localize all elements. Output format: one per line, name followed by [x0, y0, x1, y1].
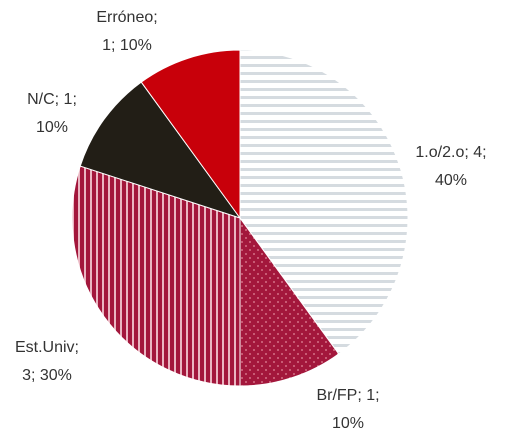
data-label: 1; 10%	[102, 37, 152, 54]
data-label: N/C; 1;	[27, 91, 77, 108]
data-label: Br/FP; 1;	[316, 387, 379, 404]
data-label: 10%	[36, 119, 68, 136]
pie-slice	[239, 216, 340, 387]
pie-slice	[239, 49, 409, 355]
data-label: Erróneo;	[96, 9, 157, 26]
pie-slice	[140, 49, 241, 220]
pie-slice	[79, 81, 242, 219]
data-label: Est.Univ;	[15, 339, 79, 356]
data-label: 3; 30%	[22, 367, 72, 384]
data-label: 10%	[332, 415, 364, 432]
data-label: 40%	[435, 172, 467, 189]
data-label: 1.o/2.o; 4;	[415, 144, 486, 161]
pie-slice	[71, 165, 241, 387]
